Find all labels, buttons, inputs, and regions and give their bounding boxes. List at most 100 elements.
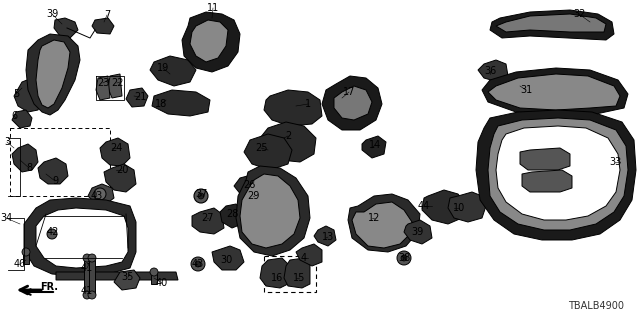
Polygon shape [482, 68, 628, 116]
Polygon shape [362, 136, 386, 158]
Text: 3: 3 [4, 137, 10, 147]
Polygon shape [26, 34, 80, 115]
Text: 1: 1 [305, 99, 311, 109]
Circle shape [191, 257, 205, 271]
Polygon shape [488, 74, 620, 110]
Polygon shape [220, 204, 242, 228]
Polygon shape [264, 90, 322, 126]
Text: 5: 5 [13, 89, 19, 99]
Polygon shape [38, 158, 68, 184]
Polygon shape [240, 174, 300, 248]
Text: 36: 36 [484, 66, 496, 76]
Text: 12: 12 [368, 213, 380, 223]
Polygon shape [314, 226, 336, 246]
Text: 38: 38 [398, 253, 410, 263]
Polygon shape [234, 172, 290, 202]
Polygon shape [476, 110, 636, 240]
Text: 33: 33 [609, 157, 621, 167]
Circle shape [47, 229, 57, 239]
Text: 27: 27 [201, 213, 213, 223]
Polygon shape [284, 258, 310, 288]
Text: 23: 23 [97, 78, 109, 88]
Text: 32: 32 [573, 9, 585, 19]
Bar [10, 128, 110, 196]
Polygon shape [89, 260, 95, 295]
Text: 6: 6 [11, 111, 17, 121]
Circle shape [401, 255, 407, 261]
Polygon shape [496, 126, 620, 220]
Polygon shape [522, 170, 572, 192]
Polygon shape [260, 122, 316, 162]
Circle shape [88, 254, 96, 262]
Text: 31: 31 [520, 85, 532, 95]
Text: 18: 18 [155, 99, 167, 109]
Circle shape [83, 254, 91, 262]
Polygon shape [24, 198, 136, 276]
Polygon shape [236, 166, 310, 256]
Polygon shape [36, 40, 70, 108]
Text: 41: 41 [81, 286, 93, 296]
Polygon shape [56, 272, 178, 280]
Text: TBALB4900: TBALB4900 [568, 301, 624, 311]
Polygon shape [478, 60, 508, 82]
Circle shape [195, 261, 201, 267]
Polygon shape [126, 88, 148, 107]
Text: 13: 13 [322, 232, 334, 242]
Polygon shape [23, 252, 29, 264]
Text: 8: 8 [26, 163, 32, 173]
Text: 26: 26 [243, 180, 255, 190]
Text: 14: 14 [369, 140, 381, 150]
Text: 10: 10 [453, 203, 465, 213]
Text: 15: 15 [293, 273, 305, 283]
Polygon shape [404, 220, 432, 244]
Text: 17: 17 [343, 87, 355, 97]
Text: FR.: FR. [40, 282, 58, 292]
Text: 43: 43 [91, 191, 103, 201]
Polygon shape [104, 164, 136, 192]
Circle shape [83, 291, 91, 299]
Polygon shape [192, 208, 224, 234]
Polygon shape [114, 270, 140, 290]
Polygon shape [152, 90, 210, 116]
Text: 30: 30 [220, 255, 232, 265]
Circle shape [194, 189, 208, 203]
Text: 16: 16 [271, 273, 283, 283]
Polygon shape [84, 260, 90, 295]
Text: 40: 40 [156, 278, 168, 288]
Polygon shape [488, 118, 628, 230]
Polygon shape [12, 144, 38, 172]
Circle shape [150, 268, 158, 276]
Polygon shape [96, 76, 110, 100]
Polygon shape [352, 202, 412, 248]
Circle shape [397, 251, 411, 265]
Text: 42: 42 [47, 227, 59, 237]
Text: 19: 19 [157, 63, 169, 73]
Polygon shape [54, 18, 78, 38]
Polygon shape [182, 12, 240, 72]
Polygon shape [490, 10, 614, 40]
Text: 41: 41 [81, 263, 93, 273]
Polygon shape [92, 18, 114, 34]
Text: 24: 24 [110, 143, 122, 153]
Text: 21: 21 [134, 92, 146, 102]
Text: 20: 20 [116, 165, 128, 175]
Polygon shape [150, 56, 196, 86]
Polygon shape [88, 184, 114, 204]
Text: 37: 37 [195, 189, 207, 199]
Polygon shape [422, 190, 466, 224]
Polygon shape [348, 194, 420, 252]
Polygon shape [190, 20, 228, 62]
Polygon shape [12, 110, 32, 128]
Circle shape [22, 248, 30, 256]
Text: 39: 39 [411, 227, 423, 237]
Text: 40: 40 [14, 259, 26, 269]
Polygon shape [151, 272, 157, 284]
Polygon shape [520, 148, 570, 170]
Polygon shape [108, 74, 122, 98]
Text: 29: 29 [247, 191, 259, 201]
Circle shape [94, 188, 106, 200]
Polygon shape [496, 14, 606, 32]
Text: 9: 9 [52, 176, 58, 186]
Text: 35: 35 [122, 272, 134, 282]
Polygon shape [212, 246, 244, 270]
